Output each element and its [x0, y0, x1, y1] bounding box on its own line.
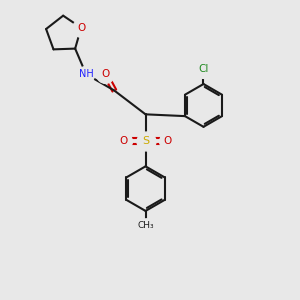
Text: S: S: [142, 136, 149, 146]
Text: O: O: [164, 136, 172, 146]
Text: Cl: Cl: [198, 64, 209, 74]
Text: CH₃: CH₃: [137, 221, 154, 230]
Text: O: O: [119, 136, 128, 146]
Text: NH: NH: [79, 69, 94, 79]
Text: O: O: [77, 23, 85, 33]
Text: O: O: [101, 69, 110, 79]
